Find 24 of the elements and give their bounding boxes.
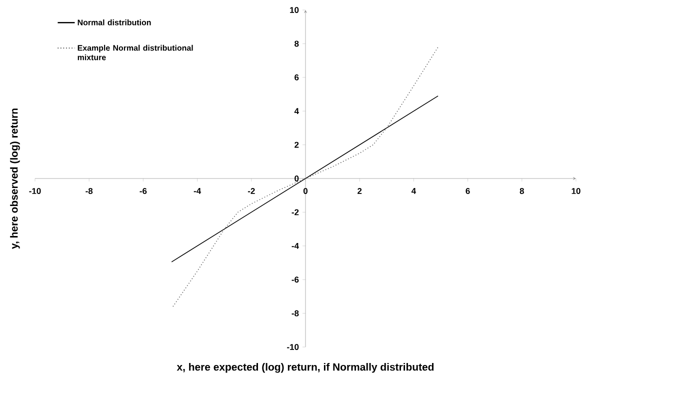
y-axis-title: y, here observed (log) return — [10, 108, 20, 249]
y-tick-label: 0 — [294, 176, 299, 182]
y-tick-label: 10 — [290, 7, 299, 13]
x-axis-title: x, here expected (log) return, if Normally distributed — [176, 362, 434, 373]
y-tick-label: -4 — [292, 242, 299, 249]
x-tick-label: -10 — [29, 188, 41, 194]
y-tick-label: 8 — [294, 40, 299, 47]
x-tick-label: 0 — [303, 188, 308, 194]
x-tick-label: -6 — [140, 188, 147, 194]
x-tick-label: -8 — [86, 188, 93, 194]
y-tick-label: -6 — [292, 276, 299, 283]
x-tick-label: 10 — [572, 188, 580, 194]
x-tick-label: -4 — [194, 188, 202, 194]
y-tick-label: 4 — [294, 108, 299, 114]
x-tick-label: -2 — [248, 188, 255, 194]
y-tick-label: 6 — [294, 74, 299, 80]
y-tick-label: -2 — [292, 209, 299, 216]
x-tick-label: 4 — [411, 188, 416, 194]
y-tick-label: 2 — [294, 142, 299, 148]
x-tick-label: 2 — [358, 188, 362, 194]
y-tick-label: -8 — [292, 310, 299, 316]
x-tick-label: 8 — [520, 188, 524, 194]
x-tick-label: 6 — [466, 188, 470, 194]
y-tick-label: -10 — [287, 344, 299, 350]
